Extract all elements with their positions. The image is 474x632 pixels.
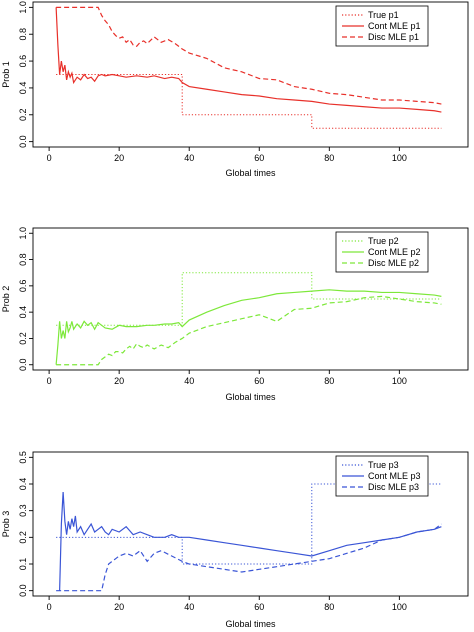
x-tick-label: 20 — [114, 602, 124, 612]
x-tick-label: 60 — [254, 153, 264, 163]
y-tick-label: 0.0 — [18, 584, 28, 597]
plot-frame — [32, 1, 469, 148]
x-axis-label: Global times — [225, 168, 276, 178]
x-tick-label: 100 — [392, 153, 407, 163]
series-line-disc-mle-p2 — [56, 295, 442, 366]
x-tick-label: 20 — [114, 376, 124, 386]
x-tick-label: 80 — [324, 153, 334, 163]
y-tick-label: 0.8 — [18, 253, 28, 266]
chart-panel-3: 0 20 40 60 80 100 0.0 0.1 0.2 0.3 0.4 0.5 Global tim… — [1, 451, 469, 629]
y-tick-label: 0.4 — [18, 306, 28, 319]
y-tick-label: 0.2 — [18, 332, 28, 345]
y-tick-label: 0.0 — [18, 358, 28, 371]
plot-frame — [32, 451, 469, 597]
x-tick-label: 80 — [324, 602, 334, 612]
series-line-cont-mle-p1 — [55, 7, 442, 113]
x-tick-label: 80 — [324, 376, 334, 386]
plot-frame — [32, 227, 469, 371]
y-tick-label: 0.5 — [18, 451, 28, 464]
y-tick-label: 0.3 — [18, 504, 28, 517]
x-tick-label: 40 — [184, 153, 194, 163]
x-axis-label: Global times — [225, 619, 276, 629]
x-tick-label: 20 — [114, 153, 124, 163]
y-tick-label: 0.2 — [18, 109, 28, 122]
x-tick-label: 60 — [254, 602, 264, 612]
x-tick-label: 40 — [184, 602, 194, 612]
x-tick-label: 0 — [47, 153, 52, 163]
y-tick-label: 0.6 — [18, 280, 28, 293]
chart-panel-2: 0 20 40 60 80 100 0.0 0.2 0.4 0.6 0.8 1.0 Global tim… — [1, 227, 469, 402]
x-tick-label: 100 — [392, 376, 407, 386]
legend-label: Cont MLE p2 — [368, 247, 421, 257]
y-tick-label: 0.8 — [18, 28, 28, 41]
legend-label: Disc MLE p1 — [368, 32, 419, 42]
series-line-cont-mle-p3 — [59, 491, 442, 591]
series-line-disc-mle-p3 — [56, 523, 442, 592]
y-tick-label: 0.4 — [18, 82, 28, 95]
y-tick-label: 0.1 — [18, 558, 28, 571]
y-tick-label: 1.0 — [18, 227, 28, 240]
y-tick-label: 0.6 — [18, 55, 28, 68]
y-tick-label: 1.0 — [18, 1, 28, 14]
y-tick-label: 0.2 — [18, 531, 28, 544]
legend-label: True p1 — [368, 10, 399, 20]
legend-label: Cont MLE p3 — [368, 471, 421, 481]
legend-label: True p2 — [368, 236, 399, 246]
legend-label: True p3 — [368, 460, 399, 470]
series-line-disc-mle-p1 — [56, 6, 442, 105]
series-line-true-p2 — [56, 272, 442, 326]
series-line-true-p1 — [56, 74, 442, 129]
chart-panel-1: 0 20 40 60 80 100 0.0 0.2 0.4 0.6 0.8 1.0 Global tim… — [1, 1, 469, 178]
y-axis-label: Prob 1 — [1, 61, 11, 88]
x-tick-label: 100 — [392, 602, 407, 612]
legend-label: Disc MLE p3 — [368, 482, 419, 492]
x-tick-label: 40 — [184, 376, 194, 386]
x-tick-label: 0 — [47, 602, 52, 612]
x-tick-label: 60 — [254, 376, 264, 386]
series-line-cont-mle-p2 — [55, 289, 442, 365]
legend-label: Cont MLE p1 — [368, 21, 421, 31]
x-axis-label: Global times — [225, 392, 276, 402]
y-axis-label: Prob 2 — [1, 286, 11, 313]
y-axis-label: Prob 3 — [1, 511, 11, 538]
y-tick-label: 0.0 — [18, 135, 28, 148]
y-tick-label: 0.4 — [18, 478, 28, 491]
x-tick-label: 0 — [47, 376, 52, 386]
legend-label: Disc MLE p2 — [368, 258, 419, 268]
